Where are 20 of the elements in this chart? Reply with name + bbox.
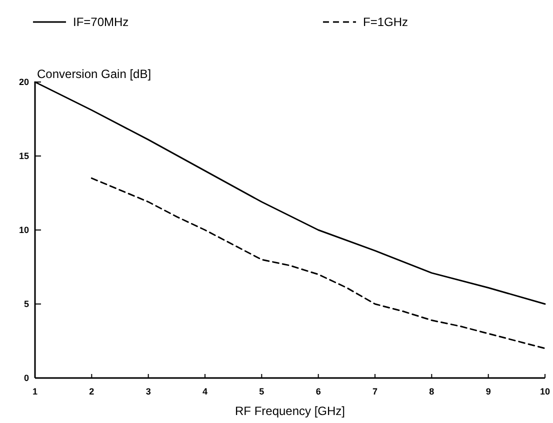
legend-label: IF=70MHz: [73, 15, 129, 29]
y-axis-title: Conversion Gain [dB]: [37, 67, 152, 81]
y-tick-label: 15: [18, 150, 29, 161]
x-tick-label: 7: [372, 386, 378, 396]
x-tick-label: 8: [429, 386, 434, 396]
x-tick-label: 9: [486, 386, 491, 396]
legend-label: F=1GHz: [363, 15, 408, 29]
y-tick-label: 0: [24, 372, 29, 383]
y-tick-label: 5: [24, 298, 29, 309]
x-tick-label: 3: [146, 386, 151, 396]
x-tick-label: 1: [32, 386, 38, 396]
x-tick-label: 2: [89, 386, 94, 396]
x-tick-label: 6: [316, 386, 321, 396]
x-tick-label: 10: [540, 386, 550, 396]
line-series: [90, 177, 546, 350]
y-tick-label: 10: [18, 224, 29, 235]
x-tick-label: 4: [202, 386, 208, 396]
x-tick-label: 5: [259, 386, 264, 396]
y-tick-label: 20: [18, 76, 29, 87]
x-axis-title: RF Frequency [GHz]: [234, 404, 346, 418]
